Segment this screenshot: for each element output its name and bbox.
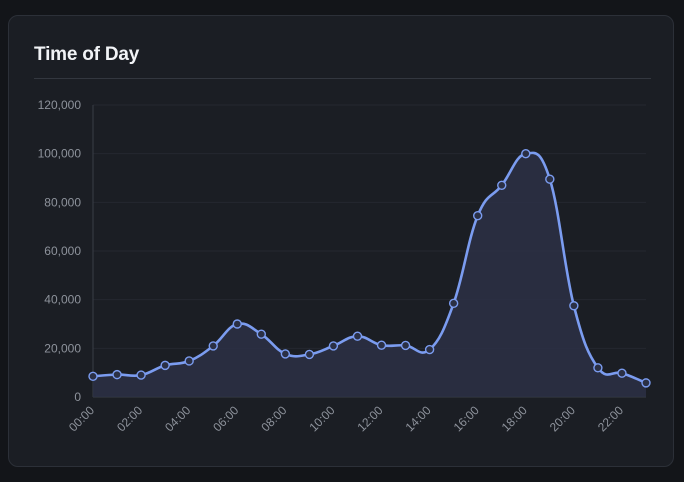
x-tick-label: 14:00 xyxy=(403,403,434,434)
x-tick-label: 02:00 xyxy=(114,403,145,434)
data-point[interactable] xyxy=(328,341,339,351)
data-point[interactable] xyxy=(208,341,218,351)
y-tick-label: 0 xyxy=(74,390,81,404)
y-tick-label: 20,000 xyxy=(44,341,81,355)
data-point[interactable] xyxy=(376,340,387,350)
data-point[interactable] xyxy=(617,368,627,378)
series-area-fill xyxy=(93,152,646,397)
x-tick-label: 06:00 xyxy=(210,403,241,434)
x-tick-label: 04:00 xyxy=(162,403,193,434)
data-point[interactable] xyxy=(497,180,507,191)
data-point[interactable] xyxy=(184,356,194,366)
data-point[interactable] xyxy=(521,148,531,159)
data-point[interactable] xyxy=(424,344,435,355)
data-point[interactable] xyxy=(448,298,459,309)
x-tick-label: 10:00 xyxy=(306,403,337,434)
x-tick-label: 08:00 xyxy=(258,403,289,434)
data-point[interactable] xyxy=(472,211,483,221)
data-point[interactable] xyxy=(304,349,315,360)
data-point[interactable] xyxy=(400,340,411,351)
x-tick-label: 22:00 xyxy=(595,403,626,434)
data-point[interactable] xyxy=(136,370,146,380)
data-point[interactable] xyxy=(641,378,651,388)
data-point[interactable] xyxy=(545,174,555,184)
y-tick-label: 40,000 xyxy=(44,293,81,307)
data-point[interactable] xyxy=(569,301,579,311)
x-tick-label: 12:00 xyxy=(355,403,386,434)
data-point[interactable] xyxy=(593,363,603,373)
data-point[interactable] xyxy=(112,369,122,380)
card-title: Time of Day xyxy=(34,44,140,65)
x-tick-label: 00:00 xyxy=(66,403,97,434)
data-point[interactable] xyxy=(352,331,363,341)
title-divider xyxy=(34,78,651,79)
data-point[interactable] xyxy=(160,360,170,371)
data-point[interactable] xyxy=(88,371,98,382)
y-tick-label: 80,000 xyxy=(44,195,81,209)
x-tick-label: 20:00 xyxy=(547,403,578,434)
y-tick-label: 120,000 xyxy=(38,98,82,112)
data-point[interactable] xyxy=(232,319,242,329)
data-point[interactable] xyxy=(280,349,291,359)
y-tick-label: 100,000 xyxy=(38,147,82,161)
x-tick-label: 18:00 xyxy=(499,403,530,434)
x-tick-label: 16:00 xyxy=(451,403,482,434)
y-tick-label: 60,000 xyxy=(44,244,81,258)
data-point[interactable] xyxy=(256,329,267,339)
